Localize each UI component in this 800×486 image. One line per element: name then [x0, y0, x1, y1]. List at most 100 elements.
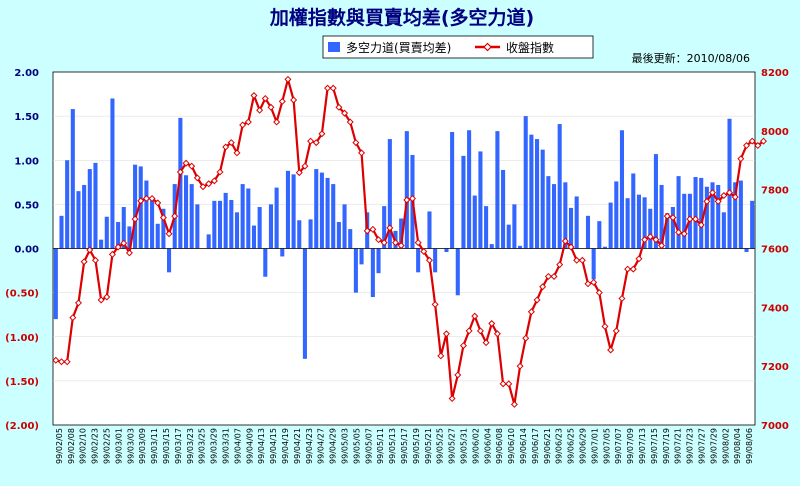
bar-73 [467, 130, 472, 249]
index-point-3 [69, 314, 77, 322]
x-tick-20: 99/04/21 [293, 428, 302, 464]
x-tick-26: 99/05/07 [364, 428, 373, 464]
index-point-124 [754, 142, 762, 150]
x-tick-13: 99/03/29 [210, 428, 219, 464]
bar-42 [291, 174, 296, 249]
x-tick-12: 99/03/25 [198, 428, 207, 464]
bar-6 [87, 169, 92, 249]
index-point-118 [720, 192, 728, 200]
index-point-93 [578, 256, 586, 264]
bar-121 [738, 180, 743, 249]
bar-20 [167, 248, 172, 273]
bar-84 [529, 134, 534, 249]
index-point-63 [408, 194, 416, 202]
left-tick-5: (0.50) [5, 289, 39, 300]
index-point-24 [188, 162, 196, 170]
index-point-62 [403, 196, 411, 204]
index-point-4 [74, 299, 82, 307]
index-point-32 [233, 149, 241, 157]
x-axis-ticks: 99/02/05 99/02/08 99/02/10 99/02/23 99/02/25… [55, 428, 754, 464]
bar-71 [455, 248, 460, 296]
x-tick-11: 99/03/23 [186, 428, 195, 464]
bar-35 [251, 225, 257, 249]
bar-70 [450, 132, 455, 249]
x-tick-47: 99/07/07 [614, 428, 623, 464]
bar-58 [382, 206, 387, 249]
bar-95 [591, 248, 596, 280]
bar-78 [495, 131, 500, 249]
index-point-121 [737, 155, 745, 163]
index-point-10 [108, 250, 116, 258]
index-point-70 [448, 395, 456, 403]
index-point-73 [465, 327, 473, 335]
index-point-87 [544, 272, 552, 280]
index-point-13 [125, 249, 133, 257]
bar-77 [489, 244, 494, 249]
bar-31 [229, 199, 234, 249]
bar-57 [376, 248, 381, 274]
index-point-33 [239, 121, 247, 129]
bar-82 [518, 245, 523, 249]
x-tick-18: 99/04/15 [269, 428, 278, 464]
bar-30 [223, 192, 228, 249]
index-point-47 [318, 130, 326, 138]
index-point-35 [250, 92, 258, 100]
index-point-8 [97, 296, 105, 304]
index-line-group [52, 75, 767, 408]
x-tick-52: 99/07/21 [674, 428, 683, 464]
x-tick-42: 99/06/23 [555, 428, 564, 464]
bar-111 [682, 193, 687, 249]
bar-53 [353, 248, 358, 293]
bar-19 [161, 208, 166, 249]
legend-bar-swatch [328, 42, 340, 52]
bar-1 [59, 215, 64, 249]
index-point-81 [510, 400, 518, 408]
index-point-19 [159, 214, 167, 222]
x-tick-0: 99/02/05 [55, 428, 64, 464]
right-tick-5: 7200 [761, 362, 789, 373]
bar-119 [727, 118, 732, 249]
bar-16 [144, 180, 149, 249]
index-point-106 [652, 236, 660, 244]
x-tick-33: 99/05/27 [448, 428, 457, 464]
index-point-0 [52, 356, 60, 364]
index-point-123 [748, 137, 756, 145]
index-point-51 [341, 109, 349, 117]
legend-bar-label: 多空力道(買賣均差) [346, 40, 451, 55]
x-tick-39: 99/06/14 [519, 428, 528, 464]
bar-107 [659, 184, 664, 249]
index-point-15 [137, 197, 145, 205]
bar-51 [342, 204, 347, 249]
bar-104 [642, 197, 647, 249]
index-point-57 [375, 236, 383, 244]
x-tick-23: 99/04/29 [329, 428, 338, 464]
bar-101 [625, 198, 630, 249]
index-point-96 [595, 289, 603, 297]
bar-0 [53, 248, 58, 320]
bar-113 [693, 177, 698, 249]
index-point-115 [703, 197, 711, 205]
index-point-79 [499, 380, 507, 388]
index-point-43 [295, 169, 303, 177]
bar-108 [665, 213, 670, 249]
x-tick-27: 99/05/11 [376, 428, 385, 464]
x-tick-37: 99/06/08 [495, 428, 504, 464]
index-point-103 [635, 255, 643, 263]
bar-54 [359, 248, 364, 265]
index-point-5 [80, 258, 88, 266]
index-point-31 [227, 139, 235, 147]
bar-92 [574, 196, 579, 249]
bar-62 [404, 131, 409, 249]
bar-109 [670, 207, 675, 249]
bar-47 [319, 172, 324, 249]
index-point-82 [516, 362, 524, 370]
index-point-17 [148, 194, 156, 202]
update-text: 最後更新：2010/08/06 [632, 51, 750, 65]
bar-13 [127, 226, 132, 249]
bar-117 [716, 184, 721, 249]
index-point-40 [278, 97, 286, 105]
chart-title: 加權指數與買賣均差(多空力道) [269, 6, 534, 29]
bar-94 [585, 215, 591, 249]
